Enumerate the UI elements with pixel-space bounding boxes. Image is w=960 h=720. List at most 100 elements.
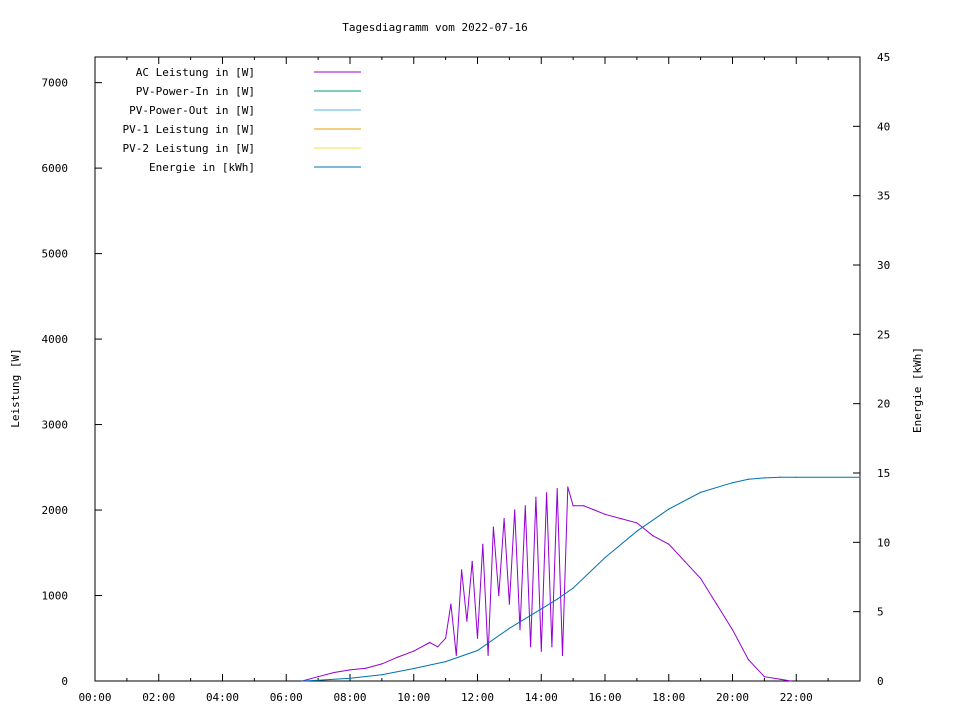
data-point [461, 569, 463, 571]
legend-label: PV-1 Leistung in [W] [123, 123, 255, 136]
data-point [636, 522, 638, 524]
data-point [795, 476, 797, 478]
data-point [535, 496, 537, 498]
data-point [540, 608, 542, 610]
data-point [572, 587, 574, 589]
data-point [551, 646, 553, 648]
data-point [731, 629, 734, 631]
data-point [652, 535, 654, 537]
y2-axis-label: Energie [kWh] [911, 347, 924, 433]
data-point [471, 560, 473, 562]
data-point [620, 518, 622, 520]
data-point [747, 659, 750, 661]
data-point [455, 654, 457, 657]
data-point [604, 557, 606, 559]
data-point [413, 667, 415, 670]
y-tick-label: 6000 [42, 162, 69, 175]
y2-tick-label: 5 [877, 606, 884, 619]
data-point [317, 676, 319, 678]
data-point [540, 650, 542, 652]
y-tick-label: 2000 [42, 504, 69, 517]
y2-tick-label: 20 [877, 398, 890, 411]
data-point [593, 509, 596, 511]
x-tick-label: 02:00 [142, 691, 175, 704]
data-point [429, 641, 431, 644]
y-tick-label: 0 [61, 675, 68, 688]
data-point [700, 577, 702, 580]
chart-title: Tagesdiagramm vom 2022-07-16 [342, 21, 527, 34]
data-point [317, 679, 319, 681]
data-point [556, 488, 558, 490]
data-point [519, 629, 521, 631]
y2-tick-label: 0 [877, 675, 884, 688]
x-tick-label: 18:00 [652, 691, 685, 704]
y-tick-label: 7000 [42, 77, 69, 90]
y2-tick-label: 35 [877, 190, 890, 203]
data-point [790, 680, 792, 682]
data-point [859, 476, 861, 478]
data-point [301, 680, 303, 682]
legend-label: PV-Power-Out in [W] [129, 104, 255, 117]
data-point [365, 667, 367, 669]
legend-label: PV-2 Leistung in [W] [123, 142, 255, 155]
data-point [487, 654, 489, 657]
data-point [530, 646, 532, 648]
data-point [349, 677, 351, 679]
series-5 [301, 476, 861, 682]
x-tick-label: 20:00 [716, 691, 749, 704]
y-tick-label: 5000 [42, 248, 69, 261]
y-tick-label: 3000 [42, 419, 69, 432]
x-tick-label: 04:00 [206, 691, 239, 704]
data-point [514, 509, 516, 511]
data-point [498, 594, 500, 597]
x-tick-label: 08:00 [333, 691, 366, 704]
data-point [716, 603, 718, 605]
y-axis-label: Leistung [W] [9, 348, 22, 427]
data-point [668, 508, 670, 510]
y2-tick-label: 10 [877, 536, 890, 549]
data-point [349, 669, 351, 671]
data-point [413, 650, 415, 652]
x-tick-label: 22:00 [780, 691, 813, 704]
x-tick-label: 00:00 [78, 691, 111, 704]
data-point [381, 663, 383, 665]
data-point [476, 637, 479, 639]
data-point [503, 518, 505, 520]
data-point [397, 656, 399, 658]
data-point [445, 637, 447, 639]
data-point [763, 676, 766, 678]
data-point [636, 530, 638, 532]
data-point [333, 671, 335, 674]
legend-label: AC Leistung in [W] [136, 66, 255, 79]
data-point [482, 543, 484, 545]
data-point [763, 477, 766, 479]
data-point [450, 603, 452, 605]
data-point [546, 492, 548, 494]
data-point [779, 476, 781, 478]
y2-tick-label: 25 [877, 328, 890, 341]
series-0 [301, 486, 792, 682]
legend-label: Energie in [kWh] [149, 161, 255, 174]
y2-tick-label: 15 [877, 467, 890, 480]
data-point [508, 627, 510, 629]
data-point [492, 526, 494, 528]
series-line [302, 486, 791, 682]
data-point [731, 482, 734, 484]
data-point [684, 560, 686, 562]
axis-ticks: 00:00 02:00 04:00 06:00 08:00 10:00 12:00 14:00… [42, 51, 891, 704]
x-tick-label: 14:00 [525, 691, 558, 704]
data-point [445, 661, 447, 663]
data-point [583, 505, 585, 507]
data-point [508, 603, 510, 605]
data-point [524, 505, 526, 507]
y2-tick-label: 30 [877, 259, 890, 272]
data-point [668, 543, 670, 545]
data-point [476, 649, 479, 652]
data-point [381, 674, 383, 676]
x-tick-label: 16:00 [588, 691, 621, 704]
data-point [466, 620, 468, 622]
data-point [700, 491, 702, 493]
data-point [561, 654, 564, 657]
x-tick-label: 12:00 [461, 691, 494, 704]
